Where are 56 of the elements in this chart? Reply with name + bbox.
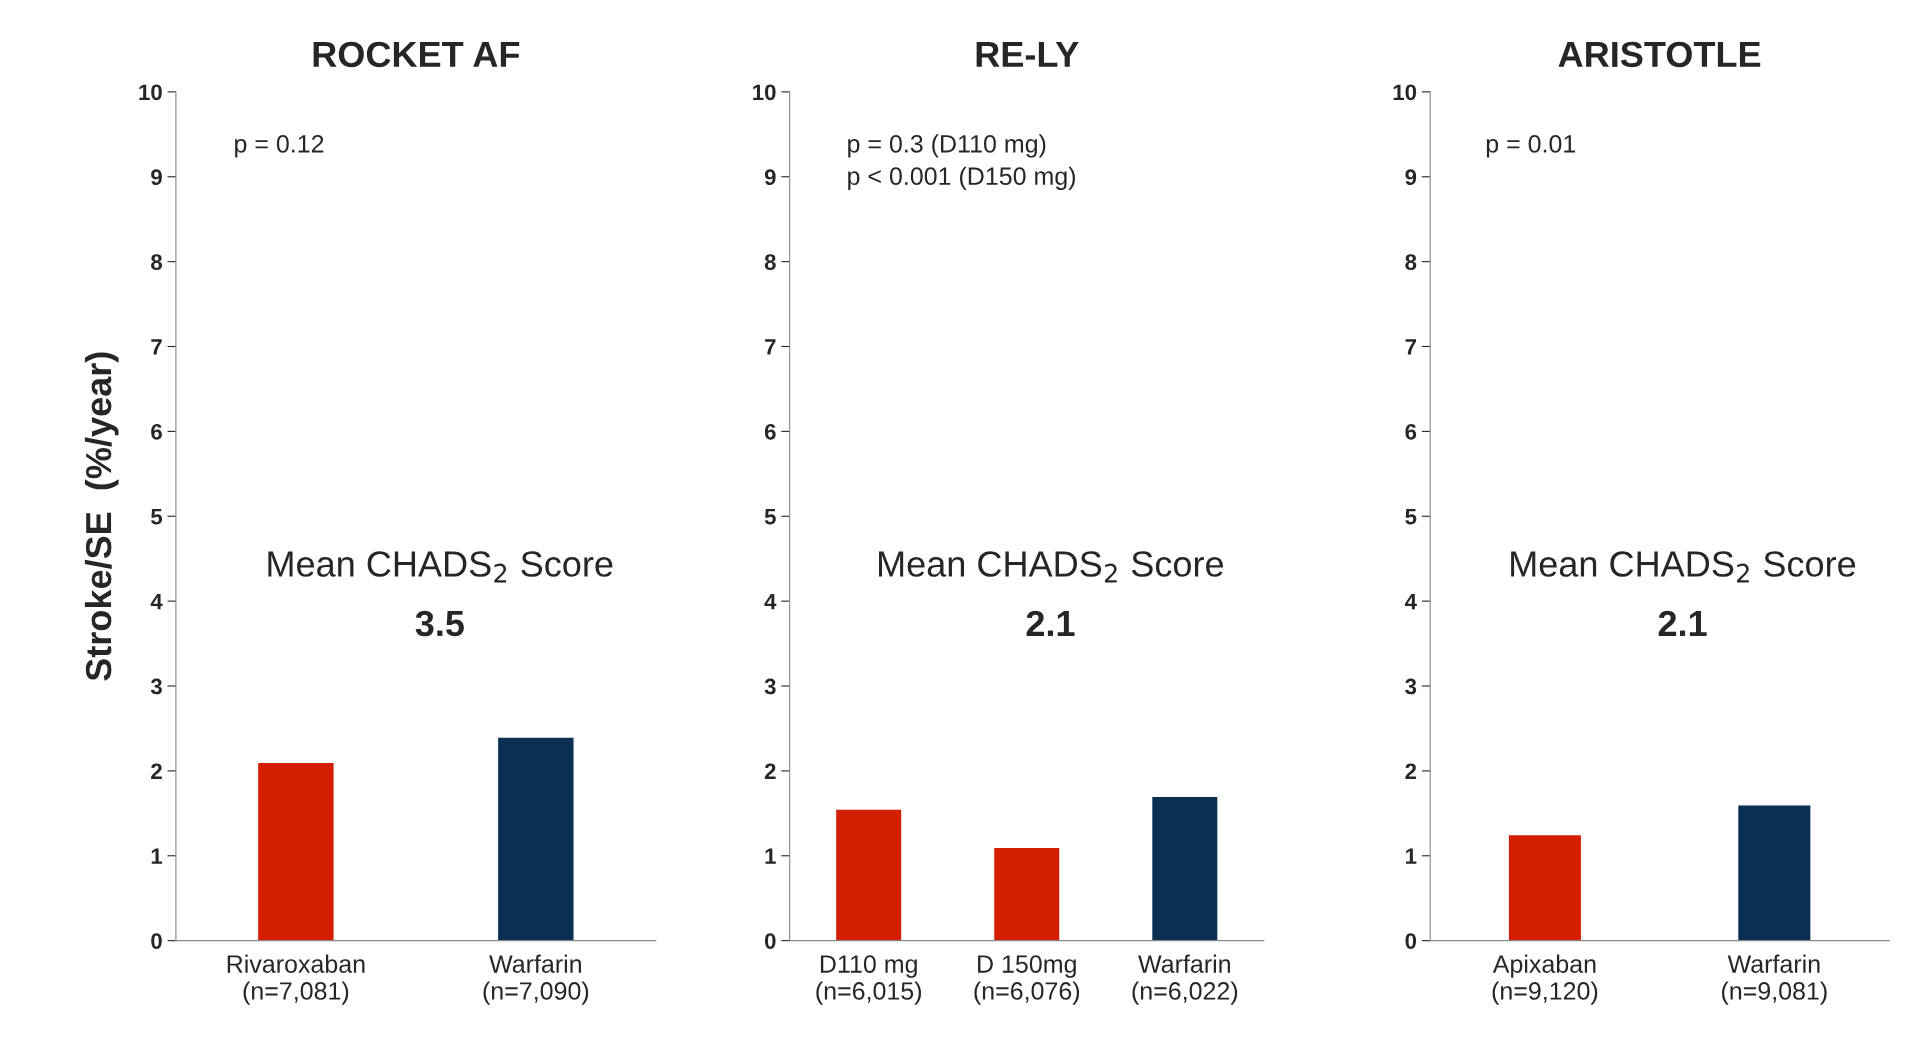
y-tick-label: 0 bbox=[1405, 933, 1417, 949]
bar bbox=[834, 808, 903, 941]
y-tick-label: 5 bbox=[764, 509, 776, 525]
y-tick-label: 1 bbox=[765, 848, 776, 864]
y-tick-label: 2 bbox=[151, 763, 162, 779]
x-tick-label: Rivaroxaban (n=7,081) bbox=[227, 954, 365, 1005]
y-tick-label: 3 bbox=[764, 678, 776, 695]
y-tick-label: 4 bbox=[764, 593, 777, 610]
chart-title: RE-LY bbox=[976, 42, 1079, 67]
y-axis-title: Stroke/SE (%/year) bbox=[84, 352, 119, 681]
y-tick-label: 5 bbox=[1405, 509, 1417, 525]
bar bbox=[992, 846, 1061, 941]
y-tick-label: 10 bbox=[753, 84, 776, 101]
chart-title: ROCKET AF bbox=[313, 41, 520, 68]
x-tick-label: D 150mg (n=6,076) bbox=[974, 955, 1080, 1005]
y-tick-label: 1 bbox=[151, 848, 163, 864]
x-tick-label: D110 mg (n=6,015) bbox=[816, 955, 921, 1005]
y-tick-label: 1 bbox=[1406, 848, 1417, 864]
annotation: 2.1 bbox=[1658, 610, 1707, 636]
y-tick-label: 9 bbox=[764, 169, 776, 186]
y-tick-label: 0 bbox=[151, 933, 162, 949]
bar bbox=[1150, 795, 1219, 941]
annotation: Mean CHADS$_{2}$ Score bbox=[879, 551, 1223, 583]
y-tick-label: 10 bbox=[139, 84, 162, 101]
x-tick-label: Warfarin (n=9,081) bbox=[1722, 954, 1827, 1005]
y-tick-label: 9 bbox=[1405, 169, 1417, 186]
y-tick-label: 10 bbox=[1393, 84, 1417, 101]
annotation: 3.5 bbox=[415, 610, 464, 637]
annotation: 2.1 bbox=[1026, 610, 1075, 636]
y-tick-label: 7 bbox=[765, 339, 776, 355]
annotation: Mean CHADS$_{2}$ Score bbox=[1511, 551, 1856, 583]
annotation: Mean CHADS$_{2}$ Score bbox=[268, 551, 613, 583]
y-tick-label: 6 bbox=[1405, 423, 1417, 440]
chart-title: ARISTOTLE bbox=[1558, 41, 1761, 68]
x-tick-label: Apixaban (n=9,120) bbox=[1492, 954, 1598, 1005]
y-tick-label: 3 bbox=[150, 678, 162, 695]
annotation: p = 0.12 bbox=[235, 134, 324, 158]
y-tick-label: 6 bbox=[764, 423, 776, 440]
y-tick-label: 2 bbox=[1405, 763, 1417, 779]
x-tick-label: Warfarin (n=7,090) bbox=[483, 954, 589, 1005]
y-tick-label: 4 bbox=[150, 593, 163, 610]
y-tick-label: 2 bbox=[764, 763, 776, 779]
y-tick-label: 8 bbox=[764, 254, 776, 270]
y-tick-label: 8 bbox=[1405, 254, 1417, 270]
y-tick-label: 4 bbox=[1404, 593, 1417, 610]
y-tick-label: 7 bbox=[1405, 339, 1417, 355]
annotation: p = 0.3 (D110 mg) p < 0.001 (D150 mg) bbox=[848, 134, 1075, 190]
y-tick-label: 8 bbox=[151, 254, 163, 270]
y-tick-label: 6 bbox=[151, 423, 162, 440]
y-tick-label: 0 bbox=[764, 933, 776, 949]
y-tick-label: 9 bbox=[151, 169, 162, 186]
y-tick-label: 7 bbox=[151, 339, 162, 355]
x-tick-label: Warfarin (n=6,022) bbox=[1132, 954, 1238, 1005]
y-tick-label: 5 bbox=[151, 509, 163, 525]
y-tick-label: 3 bbox=[1405, 678, 1417, 695]
annotation: p = 0.01 bbox=[1486, 134, 1576, 158]
